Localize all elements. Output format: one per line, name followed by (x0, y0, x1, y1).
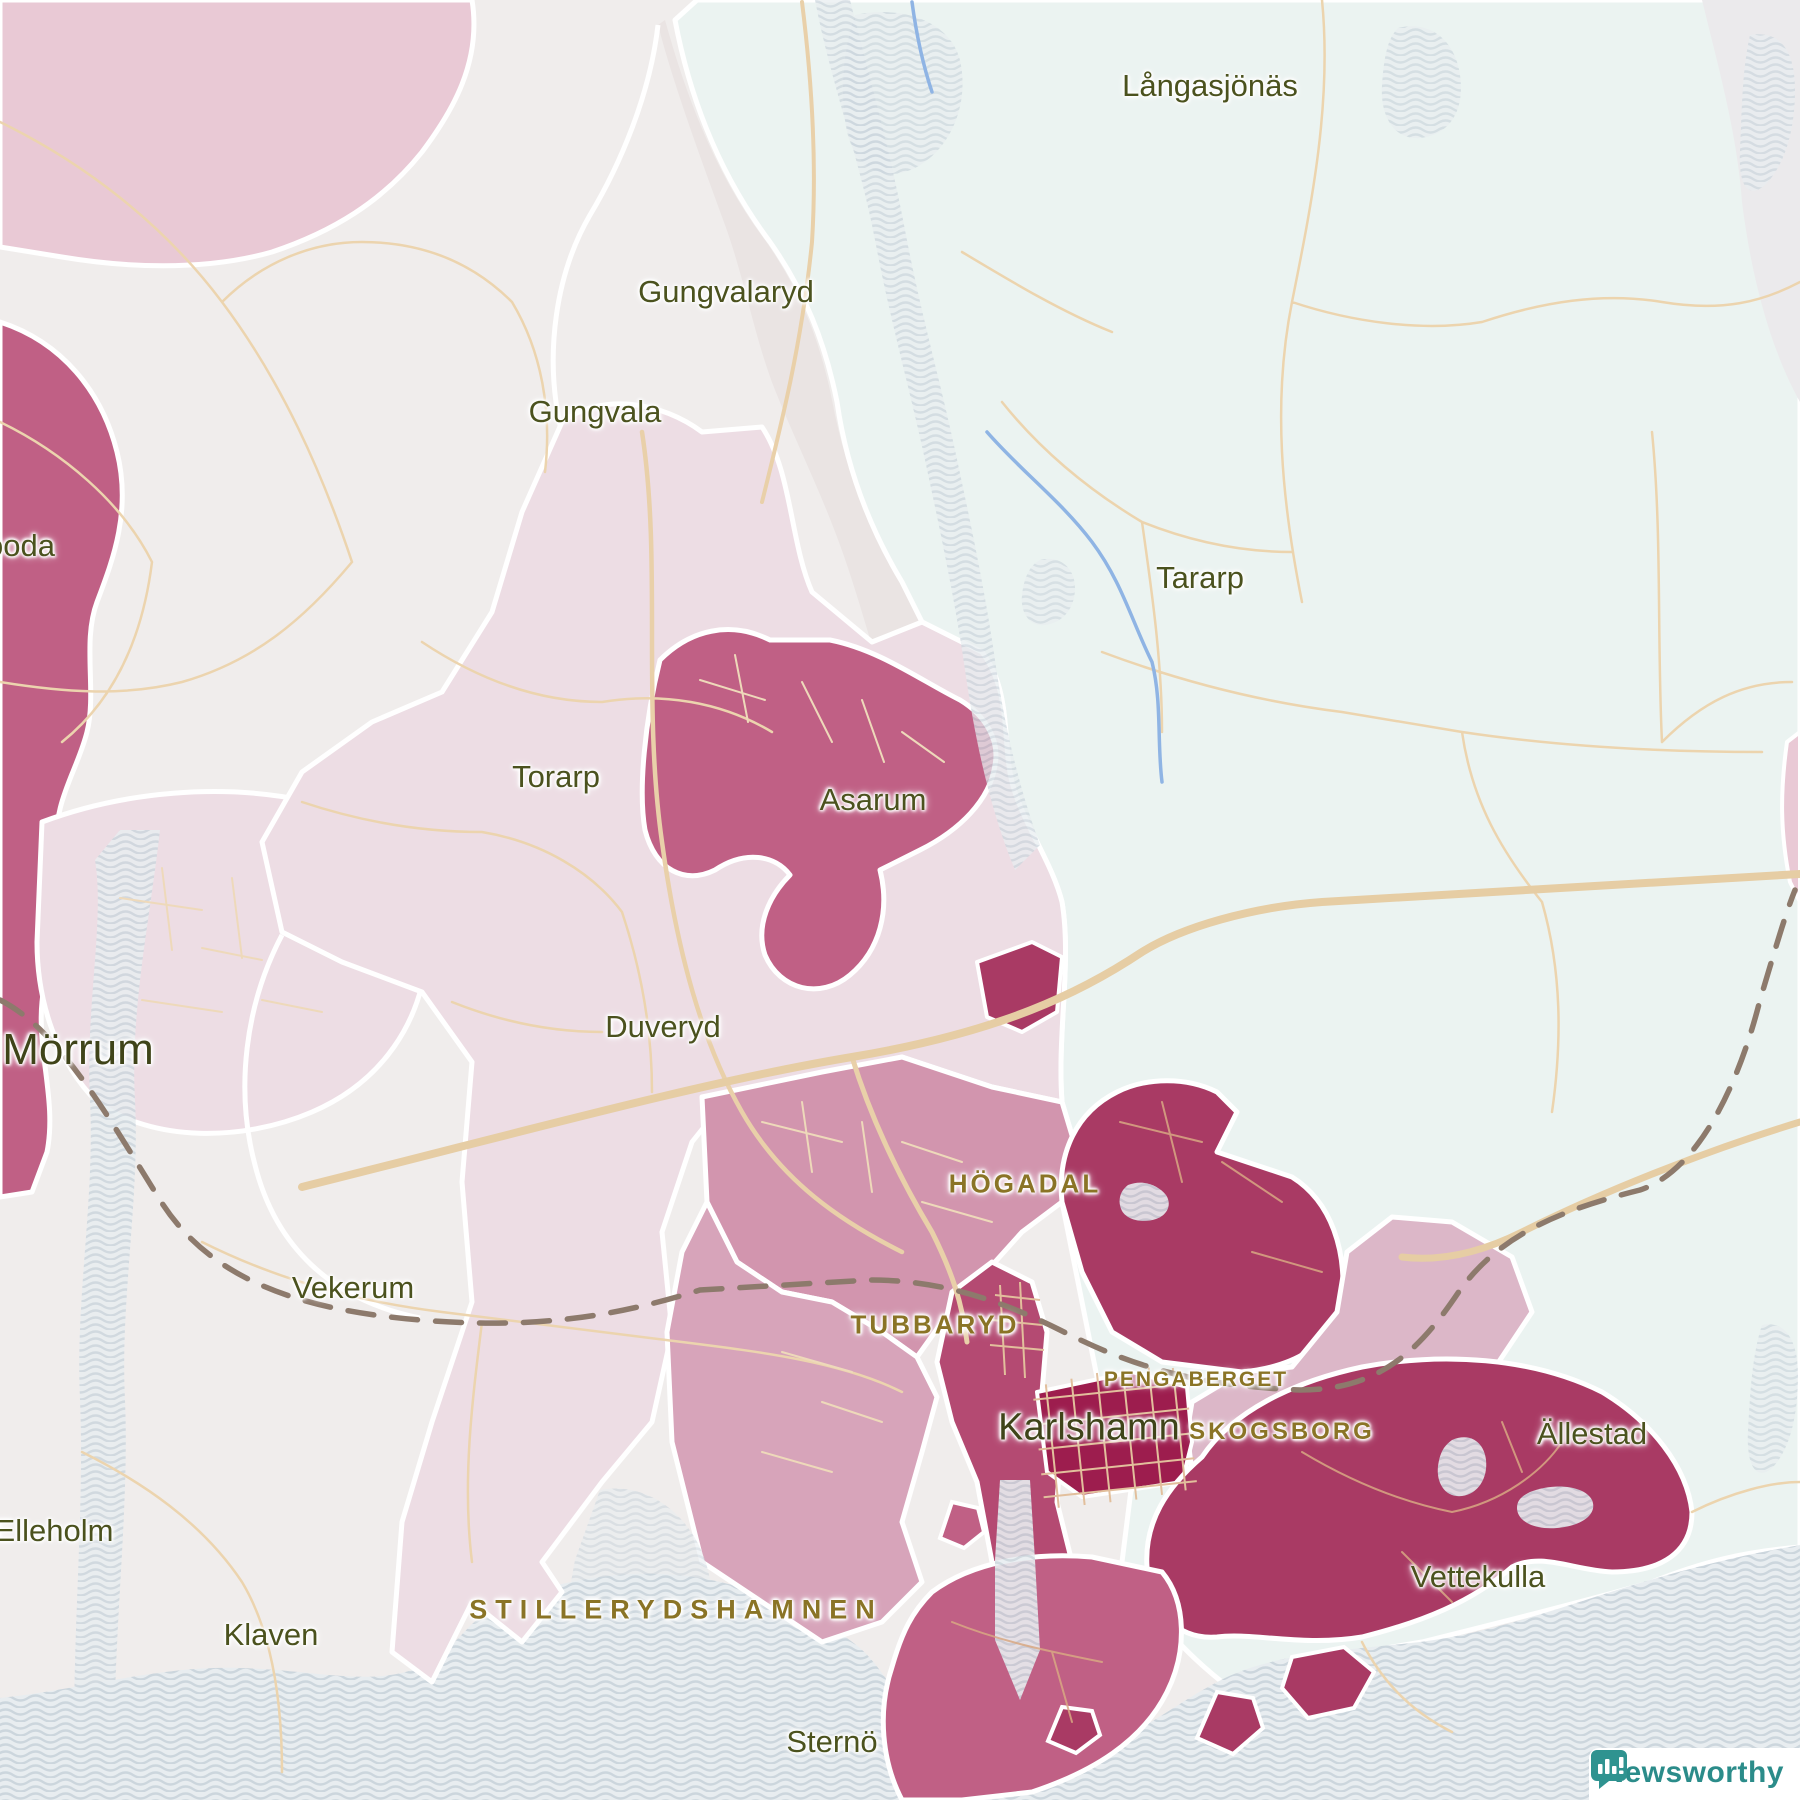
streets-city-grid (1033, 1367, 1197, 1508)
river-miean (815, 0, 1040, 870)
streets-local (119, 654, 993, 1473)
island-dark-1 (1279, 1644, 1377, 1721)
lake-allestad-2 (1517, 1486, 1594, 1529)
island-dark-2 (1194, 1689, 1266, 1757)
sea (0, 1545, 1800, 1800)
river-blue-miean (910, 0, 1164, 784)
lake-north-2 (1381, 26, 1461, 139)
streets-harbor-grid (989, 1281, 1045, 1379)
border-vekerum (242, 933, 421, 1321)
wetland-stilleryd (555, 1488, 713, 1800)
lake-gungvalaryd (1021, 558, 1075, 626)
region-sterno (880, 1553, 1184, 1800)
lake-ne-block (1119, 1182, 1169, 1221)
newsworthy-logo-icon (1591, 1750, 1628, 1789)
island-dark-3 (1045, 1704, 1103, 1756)
road-duveryd (639, 429, 905, 1255)
water-harbor-strip (995, 1480, 1040, 1700)
region-morrum-west (0, 319, 125, 1200)
road-highway-e22 (298, 870, 1800, 1191)
lake-east-edge (1747, 1324, 1798, 1473)
streets-on-dark (951, 1101, 1563, 1723)
river-morrumsan (73, 830, 160, 1800)
newsworthy-logo[interactable]: Newsworthy (1589, 1748, 1800, 1800)
municipal-boundary-dashed (0, 887, 1798, 1393)
region-east-sliver (1780, 730, 1800, 904)
region-topleft-blob (0, 0, 477, 269)
road-gungvalaryd (760, 0, 816, 504)
lake-allestad-1 (1437, 1437, 1487, 1497)
island-crimson-1 (937, 1499, 987, 1551)
road-karlshamn (849, 1054, 970, 1345)
region-asarum (639, 627, 999, 992)
border-gungvala (550, 24, 661, 426)
region-tubbaryd (664, 1199, 940, 1645)
lake-north-1 (843, 12, 963, 175)
lake-ne-corner (1739, 34, 1795, 191)
newsworthy-logo-text: Newsworthy (1602, 1756, 1784, 1789)
